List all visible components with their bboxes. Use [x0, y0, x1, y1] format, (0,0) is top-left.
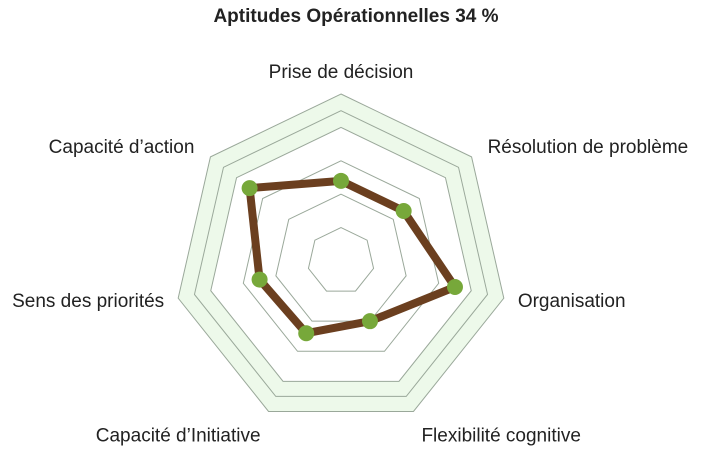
axis-label: Organisation	[518, 291, 626, 312]
axis-label: Résolution de problème	[488, 137, 689, 158]
data-point	[446, 279, 463, 296]
axis-labels: Prise de décision Résolution de problème O…	[12, 62, 688, 446]
data-point	[298, 325, 315, 342]
data-point	[395, 203, 412, 220]
radar-series	[241, 172, 463, 342]
chart-title: Aptitudes Opérationnelles 34 %	[213, 6, 499, 27]
axis-label: Capacité d’Initiative	[96, 425, 261, 446]
axis-label: Capacité d’action	[49, 137, 195, 158]
data-point	[251, 271, 268, 288]
data-point	[241, 180, 258, 197]
data-point	[333, 172, 349, 189]
series-line	[245, 176, 459, 338]
radar-grid	[177, 93, 505, 412]
axis-label: Flexibilité cognitive	[421, 425, 580, 446]
data-point	[361, 313, 378, 330]
axis-label: Sens des priorités	[12, 291, 164, 312]
axis-label: Prise de décision	[269, 62, 414, 83]
radar-ring	[307, 227, 375, 292]
